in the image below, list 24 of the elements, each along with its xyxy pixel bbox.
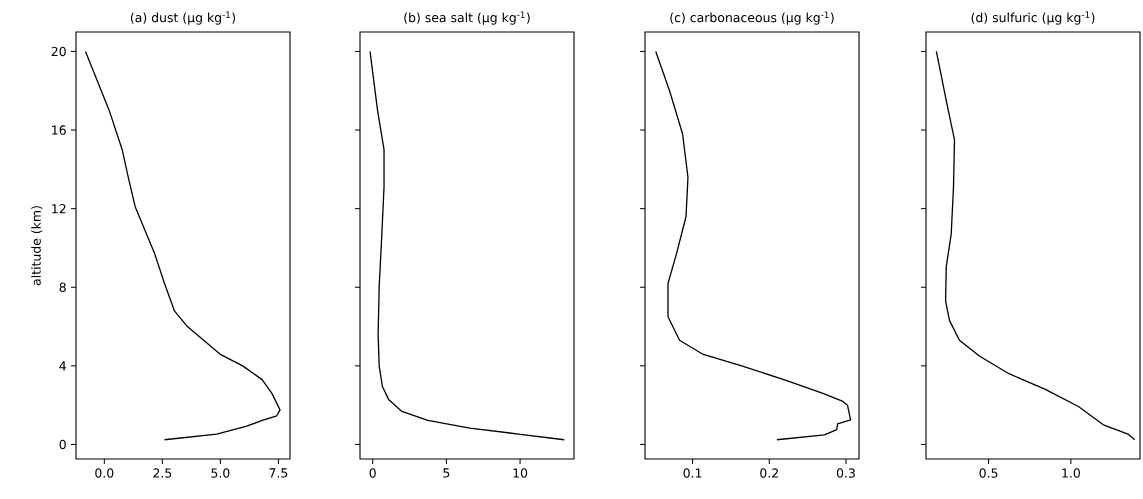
x-tick-label: 2.5 xyxy=(153,468,172,478)
x-tick-label: 5.0 xyxy=(211,468,230,478)
x-tick-label: 10 xyxy=(513,468,528,478)
x-tick-label: 0.0 xyxy=(95,468,114,478)
y-tick-label: 16 xyxy=(52,125,66,135)
y-tick-label: 20 xyxy=(51,46,66,57)
chart-title: (d) sulfuric (μg kg$^{-1}$) xyxy=(971,11,1095,25)
x-tick-label: 0.2 xyxy=(760,468,778,478)
chart-title: (c) carbonaceous (μg kg$^{-1}$) xyxy=(670,11,834,25)
y-tick-label: 12 xyxy=(52,204,66,214)
x-tick-label: 0.5 xyxy=(979,468,998,478)
y-axis-title: altitude (km) xyxy=(31,206,43,286)
x-tick-label: 1.0 xyxy=(1062,468,1080,478)
x-tick-label: 0.1 xyxy=(683,468,702,478)
x-tick-label: 5 xyxy=(443,468,450,478)
y-tick-label: 8 xyxy=(59,282,66,292)
line-series xyxy=(84,50,281,441)
chart-title: (a) dust (μg kg$^{-1}$) xyxy=(130,11,236,25)
x-tick-label: 0.3 xyxy=(836,468,855,478)
x-tick-label: 7.5 xyxy=(269,468,288,478)
x-tick-label: 0 xyxy=(369,468,376,478)
y-tick-label: 0 xyxy=(59,439,66,450)
y-tick-label: 4 xyxy=(59,361,66,371)
chart-title: (b) sea salt (μg kg$^{-1}$) xyxy=(404,11,530,25)
